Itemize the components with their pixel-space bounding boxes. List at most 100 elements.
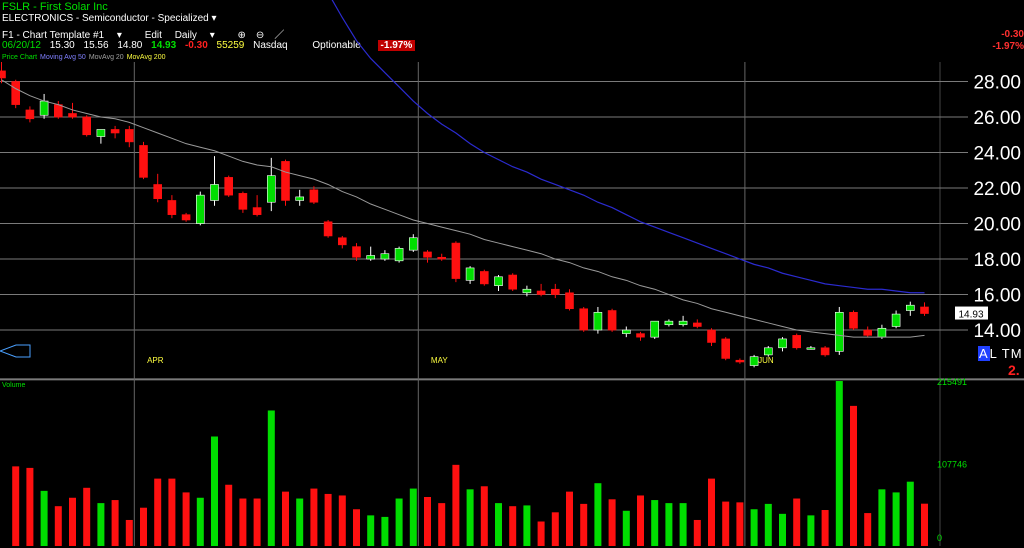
- price-tick-label: 16.00: [973, 286, 1021, 307]
- volume-bar: [282, 491, 289, 546]
- chevron-down-icon: ▾: [116, 30, 122, 41]
- candle-body: [891, 313, 901, 327]
- legend-ma200: MovAvg 200: [126, 54, 166, 61]
- volume-bar: [239, 498, 247, 546]
- candle-body: [167, 200, 177, 215]
- candle-body: [437, 256, 447, 260]
- volume-bar: [480, 486, 488, 546]
- candle-body: [692, 322, 702, 327]
- period-select[interactable]: Daily ▾: [175, 30, 225, 41]
- candle-body: [721, 338, 731, 359]
- candle-body: [664, 320, 674, 326]
- volume-bar: [892, 492, 900, 546]
- candle-body: [408, 237, 418, 251]
- volume-bar: [83, 487, 91, 546]
- candle-body: [763, 347, 773, 356]
- volume-bar: [651, 500, 659, 546]
- volume-bar: [693, 519, 701, 546]
- candle-body: [224, 177, 233, 196]
- zoom-in-icon[interactable]: ⊕: [237, 30, 246, 41]
- candle-body: [82, 116, 91, 136]
- zoom-out-icon[interactable]: ⊖: [255, 30, 265, 41]
- month-label: APR: [147, 356, 164, 365]
- volume-bar: [509, 506, 517, 546]
- draw-line-icon[interactable]: ／: [274, 30, 285, 41]
- volume-bar: [736, 502, 744, 546]
- volume-bar: [722, 501, 730, 546]
- last-price-label: 14.93: [958, 310, 983, 321]
- volume-bar: [665, 503, 673, 546]
- edit-button[interactable]: Edit: [144, 30, 162, 41]
- volume-bar: [296, 498, 304, 546]
- candle-body: [366, 255, 376, 260]
- volume-bar: [708, 478, 715, 546]
- candle-body: [295, 196, 305, 201]
- volume-bar: [523, 505, 531, 546]
- template-select[interactable]: F1 - Chart Template #1 ▾: [2, 30, 132, 41]
- volume-bar: [807, 515, 815, 546]
- candle-body: [153, 184, 162, 199]
- volume-bar: [594, 483, 602, 546]
- volume-bar: [835, 381, 843, 546]
- volume-bar: [125, 519, 133, 546]
- volume-bar: [622, 510, 630, 546]
- volume-bar: [750, 509, 758, 546]
- candle-body: [749, 356, 759, 366]
- candle-body: [806, 347, 816, 350]
- candle-body: [834, 311, 844, 352]
- candle-body: [337, 237, 347, 246]
- volume-tick-label: 0: [937, 533, 942, 543]
- volume-bar: [40, 490, 48, 546]
- volume-bar: [551, 512, 559, 546]
- volume-bar: [637, 495, 644, 546]
- volume-bar: [154, 478, 162, 546]
- edge-label-highlight: A: [978, 346, 990, 361]
- price-tick-label: 20.00: [973, 215, 1021, 236]
- volume-bar: [97, 503, 105, 546]
- candle-body: [621, 329, 631, 334]
- volume-bar: [12, 466, 20, 546]
- month-label: JUN: [758, 356, 774, 365]
- legend-price: Price Chart: [2, 54, 38, 61]
- candle-body: [252, 207, 262, 215]
- candle-body: [735, 359, 745, 363]
- candle-body: [39, 100, 49, 116]
- chevron-down-icon[interactable]: ▾: [211, 13, 217, 24]
- quote-high: 15.56: [83, 40, 109, 51]
- quote-change: -0.30: [184, 40, 208, 51]
- volume-bar: [452, 464, 460, 546]
- volume-label: Volume: [2, 382, 25, 389]
- volume-bar: [850, 405, 857, 546]
- price-tick-label: 24.00: [973, 144, 1021, 165]
- quote-optionable: Optionable: [312, 40, 361, 51]
- volume-bar: [679, 503, 687, 546]
- ma50-line: [331, 0, 925, 294]
- template-label: F1 - Chart Template #1: [2, 30, 105, 41]
- candle-body: [579, 308, 589, 331]
- candle-body: [465, 267, 475, 281]
- volume-bar: [367, 515, 375, 546]
- toolbar: F1 - Chart Template #1 ▾ Edit Daily ▾ ⊕ ⊖…: [2, 26, 294, 41]
- quote-volume: 55259: [216, 40, 245, 51]
- ma20-line: [1, 79, 925, 338]
- volume-bar: [921, 503, 928, 546]
- volume-bar: [381, 516, 389, 546]
- candle-body: [678, 320, 688, 326]
- price-tick-label: 26.00: [973, 108, 1021, 129]
- candle-body: [920, 306, 929, 314]
- quote-bar: 06/20/12 15.30 15.56 14.80 14.93 -0.30 5…: [2, 40, 421, 51]
- candle-body: [266, 175, 276, 203]
- volume-bar: [466, 489, 474, 546]
- sector-label: ELECTRONICS - Semiconductor - Specialize…: [2, 13, 217, 24]
- legend-ma20: MovAvg 20: [88, 54, 124, 61]
- candle-body: [905, 304, 915, 311]
- candle-body: [210, 184, 219, 201]
- volume-bar: [54, 506, 62, 546]
- candle-body: [508, 274, 518, 290]
- volume-bar: [580, 503, 588, 546]
- scroll-marker-icon: [0, 344, 31, 358]
- candle-body: [494, 276, 503, 286]
- candle-body: [25, 109, 35, 120]
- candle-body: [323, 221, 333, 237]
